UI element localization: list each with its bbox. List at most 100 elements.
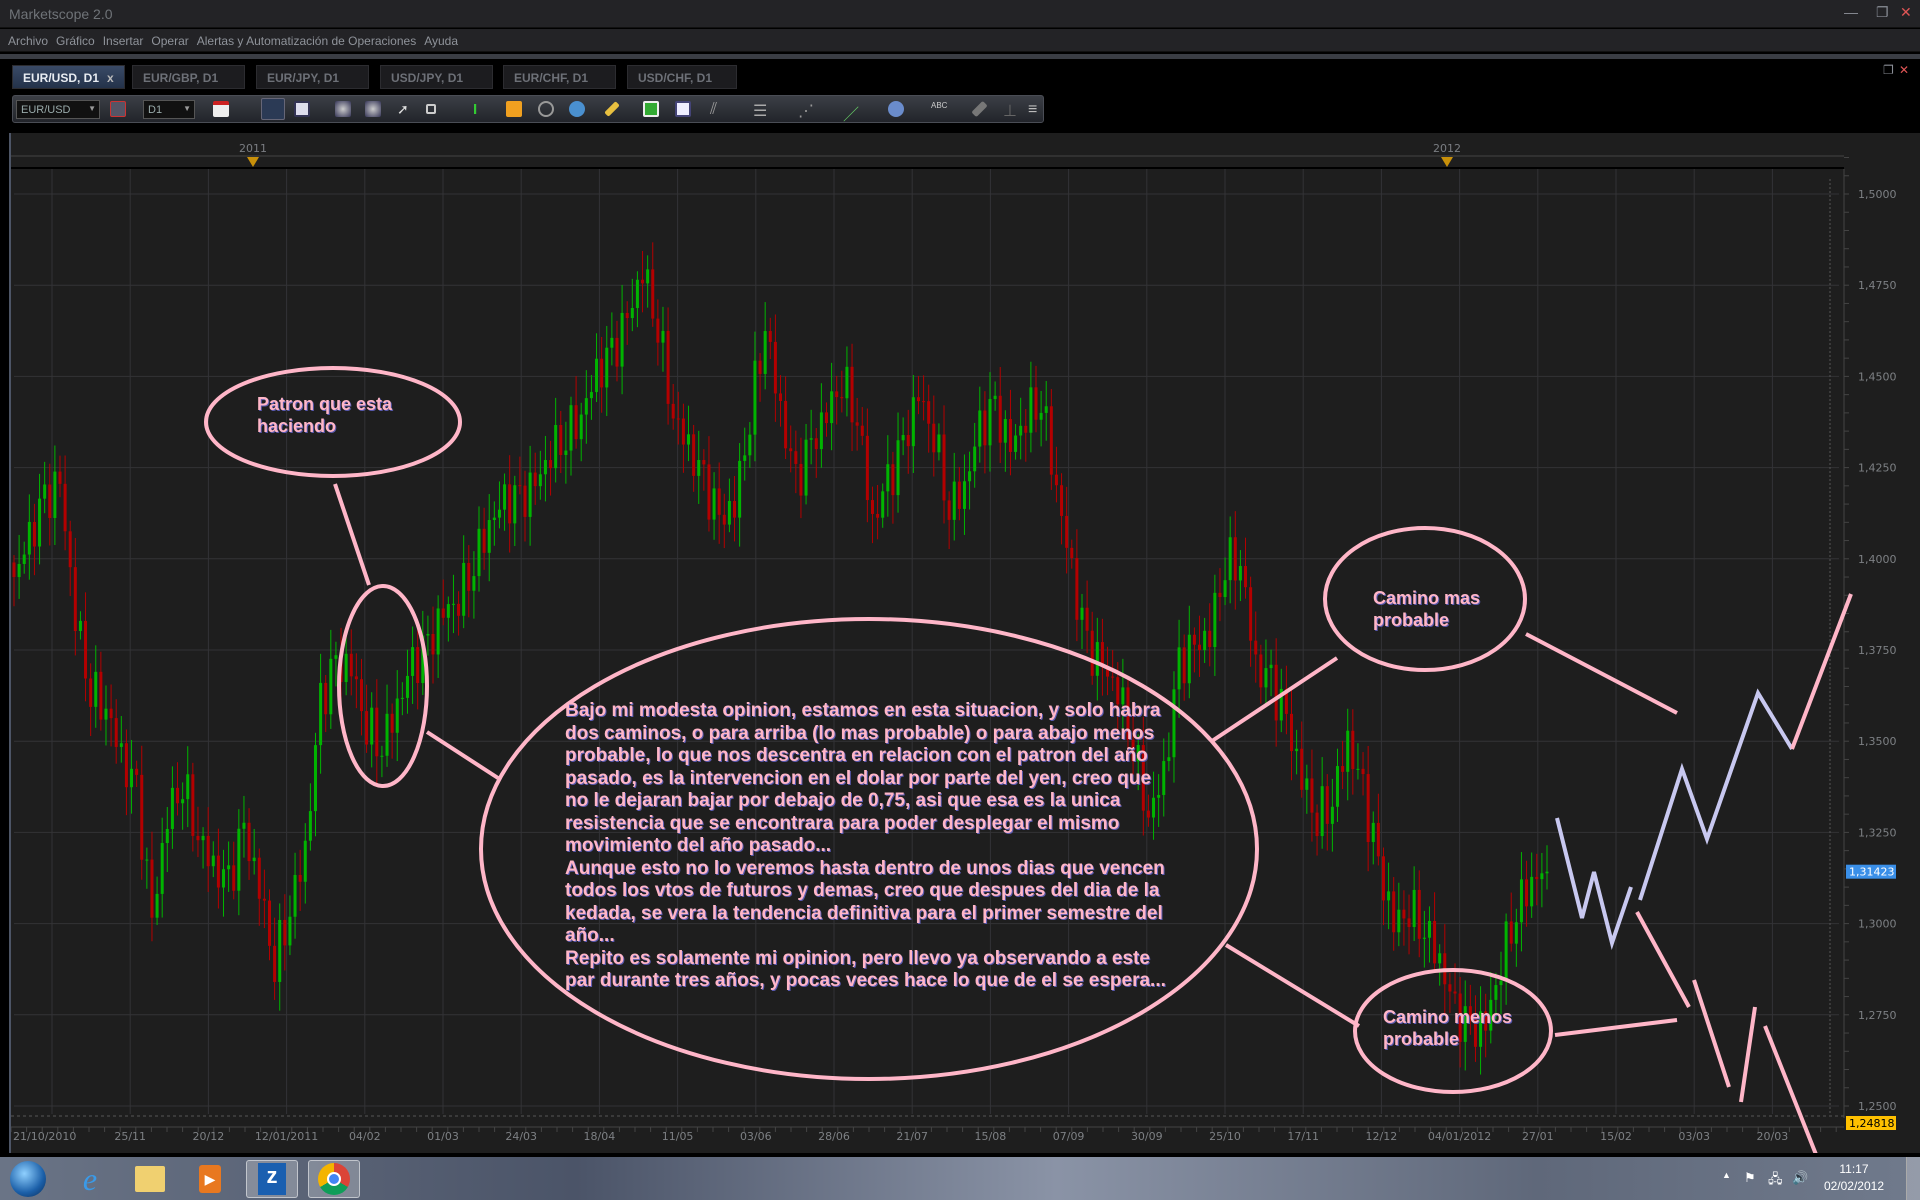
- chart-area[interactable]: 2011 2012 1,5000 1,4750 1,4500 1,4250 1,4000 1,…: [9, 133, 1920, 1153]
- layout-icon[interactable]: [261, 98, 285, 120]
- tab-eurjpy[interactable]: EUR/JPY, D1: [256, 65, 369, 89]
- candle-up: [911, 397, 915, 447]
- candle-down: [1473, 1017, 1477, 1047]
- candle-up: [222, 869, 226, 888]
- candle-down: [1198, 644, 1202, 651]
- ruler-icon[interactable]: [604, 101, 620, 117]
- layout2-icon[interactable]: [294, 101, 310, 117]
- menu-alertas[interactable]: Alertas y Automatización de Operaciones: [196, 34, 417, 48]
- menu-operar[interactable]: Operar: [151, 34, 189, 48]
- candle-up: [160, 842, 164, 894]
- candlestick-chart[interactable]: 2011 2012 1,5000 1,4750 1,4500 1,4250 1,4000 1,…: [11, 133, 1920, 1153]
- zoom-in-icon[interactable]: [335, 101, 351, 117]
- candle-down: [354, 676, 358, 680]
- candle-up: [819, 412, 823, 450]
- candle-up: [227, 865, 231, 870]
- text-icon[interactable]: ABC: [931, 101, 948, 110]
- candle-up: [1213, 592, 1217, 648]
- symbol-select[interactable]: EUR/USD ▼: [16, 100, 100, 119]
- close-button[interactable]: ✕: [1900, 4, 1912, 20]
- tab-eurusd[interactable]: EUR/USD, D1 x: [12, 65, 125, 89]
- windows-start-icon[interactable]: [2, 1160, 54, 1198]
- chart-type-icon[interactable]: [213, 101, 229, 117]
- y-tick-label: 1,4000: [1858, 553, 1897, 566]
- candle-up: [881, 491, 885, 518]
- candle-down: [794, 451, 798, 464]
- candle-up: [400, 697, 404, 699]
- chart-close-button[interactable]: ✕: [1899, 63, 1910, 77]
- candle-up: [303, 840, 307, 882]
- file-explorer-icon[interactable]: [124, 1160, 176, 1198]
- tab-usdjpy[interactable]: USD/JPY, D1: [380, 65, 493, 89]
- chart-restore-button[interactable]: ❐: [1883, 63, 1894, 77]
- candle-down: [1417, 889, 1421, 939]
- candle-down: [1468, 1006, 1472, 1018]
- candle-up: [743, 455, 747, 461]
- candle-up: [1080, 607, 1084, 620]
- candle-up: [492, 517, 496, 521]
- ellipse-icon[interactable]: [888, 101, 904, 117]
- media-player-icon[interactable]: ▶: [184, 1160, 236, 1198]
- menu-archivo[interactable]: Archivo: [8, 34, 49, 48]
- levels-icon[interactable]: ☰: [753, 103, 768, 120]
- system-clock[interactable]: 11:17 02/02/2012: [1824, 1161, 1884, 1195]
- candle-down: [1458, 993, 1462, 1042]
- candle-up: [661, 330, 665, 343]
- menu-insertar[interactable]: Insertar: [102, 34, 144, 48]
- globe-icon[interactable]: [569, 101, 585, 117]
- tab-close-icon[interactable]: x: [107, 71, 114, 85]
- volume-icon[interactable]: 🔊: [1792, 1170, 1809, 1185]
- candle-up: [380, 755, 384, 757]
- candle-down: [359, 679, 363, 712]
- candle-up: [1519, 879, 1523, 923]
- chrome-icon[interactable]: [308, 1160, 360, 1198]
- trendline-icon[interactable]: ⫽: [710, 101, 718, 118]
- candle-down: [651, 269, 655, 319]
- note-icon[interactable]: [506, 101, 522, 117]
- candle-down: [1310, 778, 1314, 813]
- crosshair-icon[interactable]: [426, 104, 436, 114]
- network-icon[interactable]: 🖧: [1768, 1171, 1783, 1186]
- menu-grafico[interactable]: Gráfico: [56, 34, 95, 48]
- candle-down: [671, 403, 675, 419]
- tab-usdchf[interactable]: USD/CHF, D1: [627, 65, 737, 89]
- pen-icon[interactable]: ／: [843, 107, 860, 124]
- minimize-button[interactable]: —: [1844, 4, 1858, 20]
- action-center-flag-icon[interactable]: ⚑: [1744, 1170, 1756, 1185]
- show-desktop-button[interactable]: [1906, 1157, 1920, 1200]
- candle-up: [896, 440, 900, 496]
- cursor-icon[interactable]: ➚: [397, 101, 409, 117]
- candle-down: [641, 279, 645, 284]
- candle-up: [503, 484, 507, 510]
- tab-eurgbp[interactable]: EUR/GBP, D1: [132, 65, 245, 89]
- restore-button[interactable]: ❐: [1876, 4, 1889, 20]
- candle-up: [237, 828, 241, 891]
- add-indicator-icon[interactable]: [643, 101, 659, 117]
- tab-eurchf[interactable]: EUR/CHF, D1: [503, 65, 616, 89]
- more-icon[interactable]: ≡: [1028, 101, 1038, 118]
- timeframe-select[interactable]: D1 ▼: [143, 100, 195, 119]
- zoom-out-icon[interactable]: [365, 101, 381, 117]
- marketscope-taskbar-icon[interactable]: z: [246, 1160, 298, 1198]
- refresh-icon[interactable]: [538, 101, 554, 117]
- candle-down: [482, 528, 486, 553]
- candle-up: [477, 528, 481, 577]
- candle-up: [809, 438, 813, 440]
- candle-up: [145, 859, 149, 861]
- candle-down: [860, 425, 864, 436]
- show-hidden-icons[interactable]: ▲: [1722, 1170, 1731, 1180]
- measure-icon[interactable]: I: [473, 101, 478, 118]
- eraser-icon[interactable]: [971, 100, 988, 118]
- fan-icon[interactable]: ⋰: [798, 103, 814, 120]
- tree-icon[interactable]: ⊥: [1003, 103, 1017, 120]
- menu-ayuda[interactable]: Ayuda: [424, 34, 459, 48]
- candle-up: [436, 608, 440, 655]
- remove-indicator-icon[interactable]: [110, 101, 126, 117]
- candle-down: [1535, 876, 1539, 880]
- x-tick-label: 17/11: [1287, 1130, 1319, 1143]
- add-chart-icon[interactable]: [675, 101, 691, 117]
- candle-down: [615, 337, 619, 367]
- candle-up: [104, 708, 108, 720]
- candle-down: [1106, 666, 1110, 677]
- internet-explorer-icon[interactable]: e: [82, 1160, 98, 1197]
